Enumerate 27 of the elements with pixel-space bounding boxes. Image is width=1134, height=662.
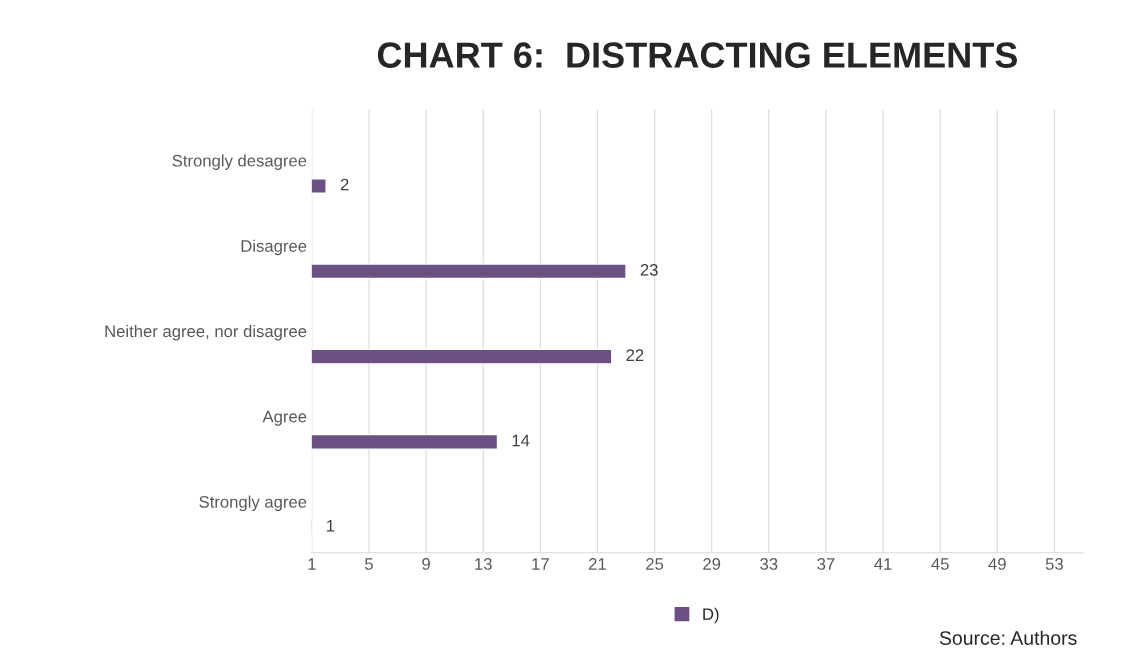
x-tick-label: 5 <box>365 558 373 570</box>
y-tick-label: Disagree <box>241 239 307 256</box>
x-tick-label: 21 <box>589 558 606 570</box>
chart-title: CHART 6: DISTRACTING ELEMENTS <box>377 42 1017 68</box>
x-tick-label: 37 <box>817 558 835 570</box>
legend-label: D) <box>703 607 719 624</box>
data-label: 23 <box>640 263 658 276</box>
x-tick-label: 25 <box>646 558 664 570</box>
y-tick-label: Strongly desagree <box>172 154 307 170</box>
data-label: 14 <box>512 434 530 447</box>
data-label: 1 <box>327 520 335 532</box>
source-note: Source: Authors <box>939 630 1077 645</box>
x-tick-label: 13 <box>475 558 492 570</box>
data-label: 2 <box>340 178 349 191</box>
y-tick-label: Agree <box>262 410 307 426</box>
data-label: 22 <box>626 349 644 361</box>
x-tick-label: 41 <box>874 558 892 570</box>
x-tick-label: 17 <box>532 558 549 570</box>
x-tick-label: 53 <box>1045 558 1063 570</box>
y-tick-label: Neither agree, nor disagree <box>105 324 307 341</box>
x-tick-label: 33 <box>760 558 778 570</box>
x-tick-label: 45 <box>931 558 949 570</box>
x-tick-label: 29 <box>703 558 721 570</box>
x-tick-label: 1 <box>308 558 316 570</box>
y-tick-label: Strongly agree <box>199 495 307 512</box>
x-tick-label: 49 <box>988 558 1006 570</box>
x-tick-label: 9 <box>422 558 430 570</box>
